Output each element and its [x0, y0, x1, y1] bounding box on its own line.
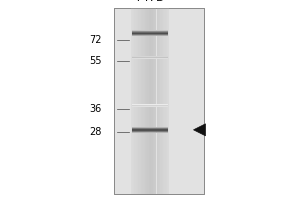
Bar	[158, 8, 159, 194]
Bar	[132, 31, 168, 32]
Bar	[132, 34, 168, 35]
Bar	[149, 8, 150, 194]
Bar	[134, 8, 136, 194]
Text: 55: 55	[89, 56, 102, 66]
Text: T47D: T47D	[135, 0, 165, 3]
Bar	[143, 8, 145, 194]
Bar	[163, 8, 164, 194]
Bar	[154, 8, 155, 194]
Bar	[160, 8, 162, 194]
Bar	[164, 8, 166, 194]
Bar	[167, 8, 168, 194]
Text: 36: 36	[90, 104, 102, 114]
Bar	[132, 32, 168, 33]
Bar	[141, 8, 142, 194]
Bar	[153, 8, 154, 194]
Bar	[137, 8, 138, 194]
Bar	[132, 130, 168, 131]
Bar	[132, 132, 168, 133]
Bar	[114, 8, 204, 194]
Bar	[114, 8, 204, 194]
Bar	[132, 35, 168, 36]
Bar	[132, 127, 168, 128]
Bar	[159, 8, 160, 194]
Polygon shape	[194, 124, 206, 136]
Bar	[157, 8, 158, 194]
Bar	[132, 129, 168, 130]
Bar	[138, 8, 140, 194]
Bar	[132, 128, 168, 129]
Bar	[132, 30, 168, 31]
Bar	[151, 8, 153, 194]
Bar	[155, 8, 157, 194]
Bar	[142, 8, 143, 194]
Bar	[132, 33, 168, 34]
Text: 28: 28	[90, 127, 102, 137]
Bar	[166, 8, 167, 194]
Bar	[146, 8, 147, 194]
Bar	[136, 8, 137, 194]
Bar	[140, 8, 141, 194]
Bar	[168, 8, 169, 194]
Bar	[145, 8, 146, 194]
Bar	[147, 8, 149, 194]
Bar	[162, 8, 163, 194]
Bar	[133, 8, 134, 194]
Bar	[132, 8, 133, 194]
Bar	[132, 131, 168, 132]
Bar	[150, 8, 151, 194]
Bar	[130, 8, 132, 194]
Text: 72: 72	[89, 35, 102, 45]
